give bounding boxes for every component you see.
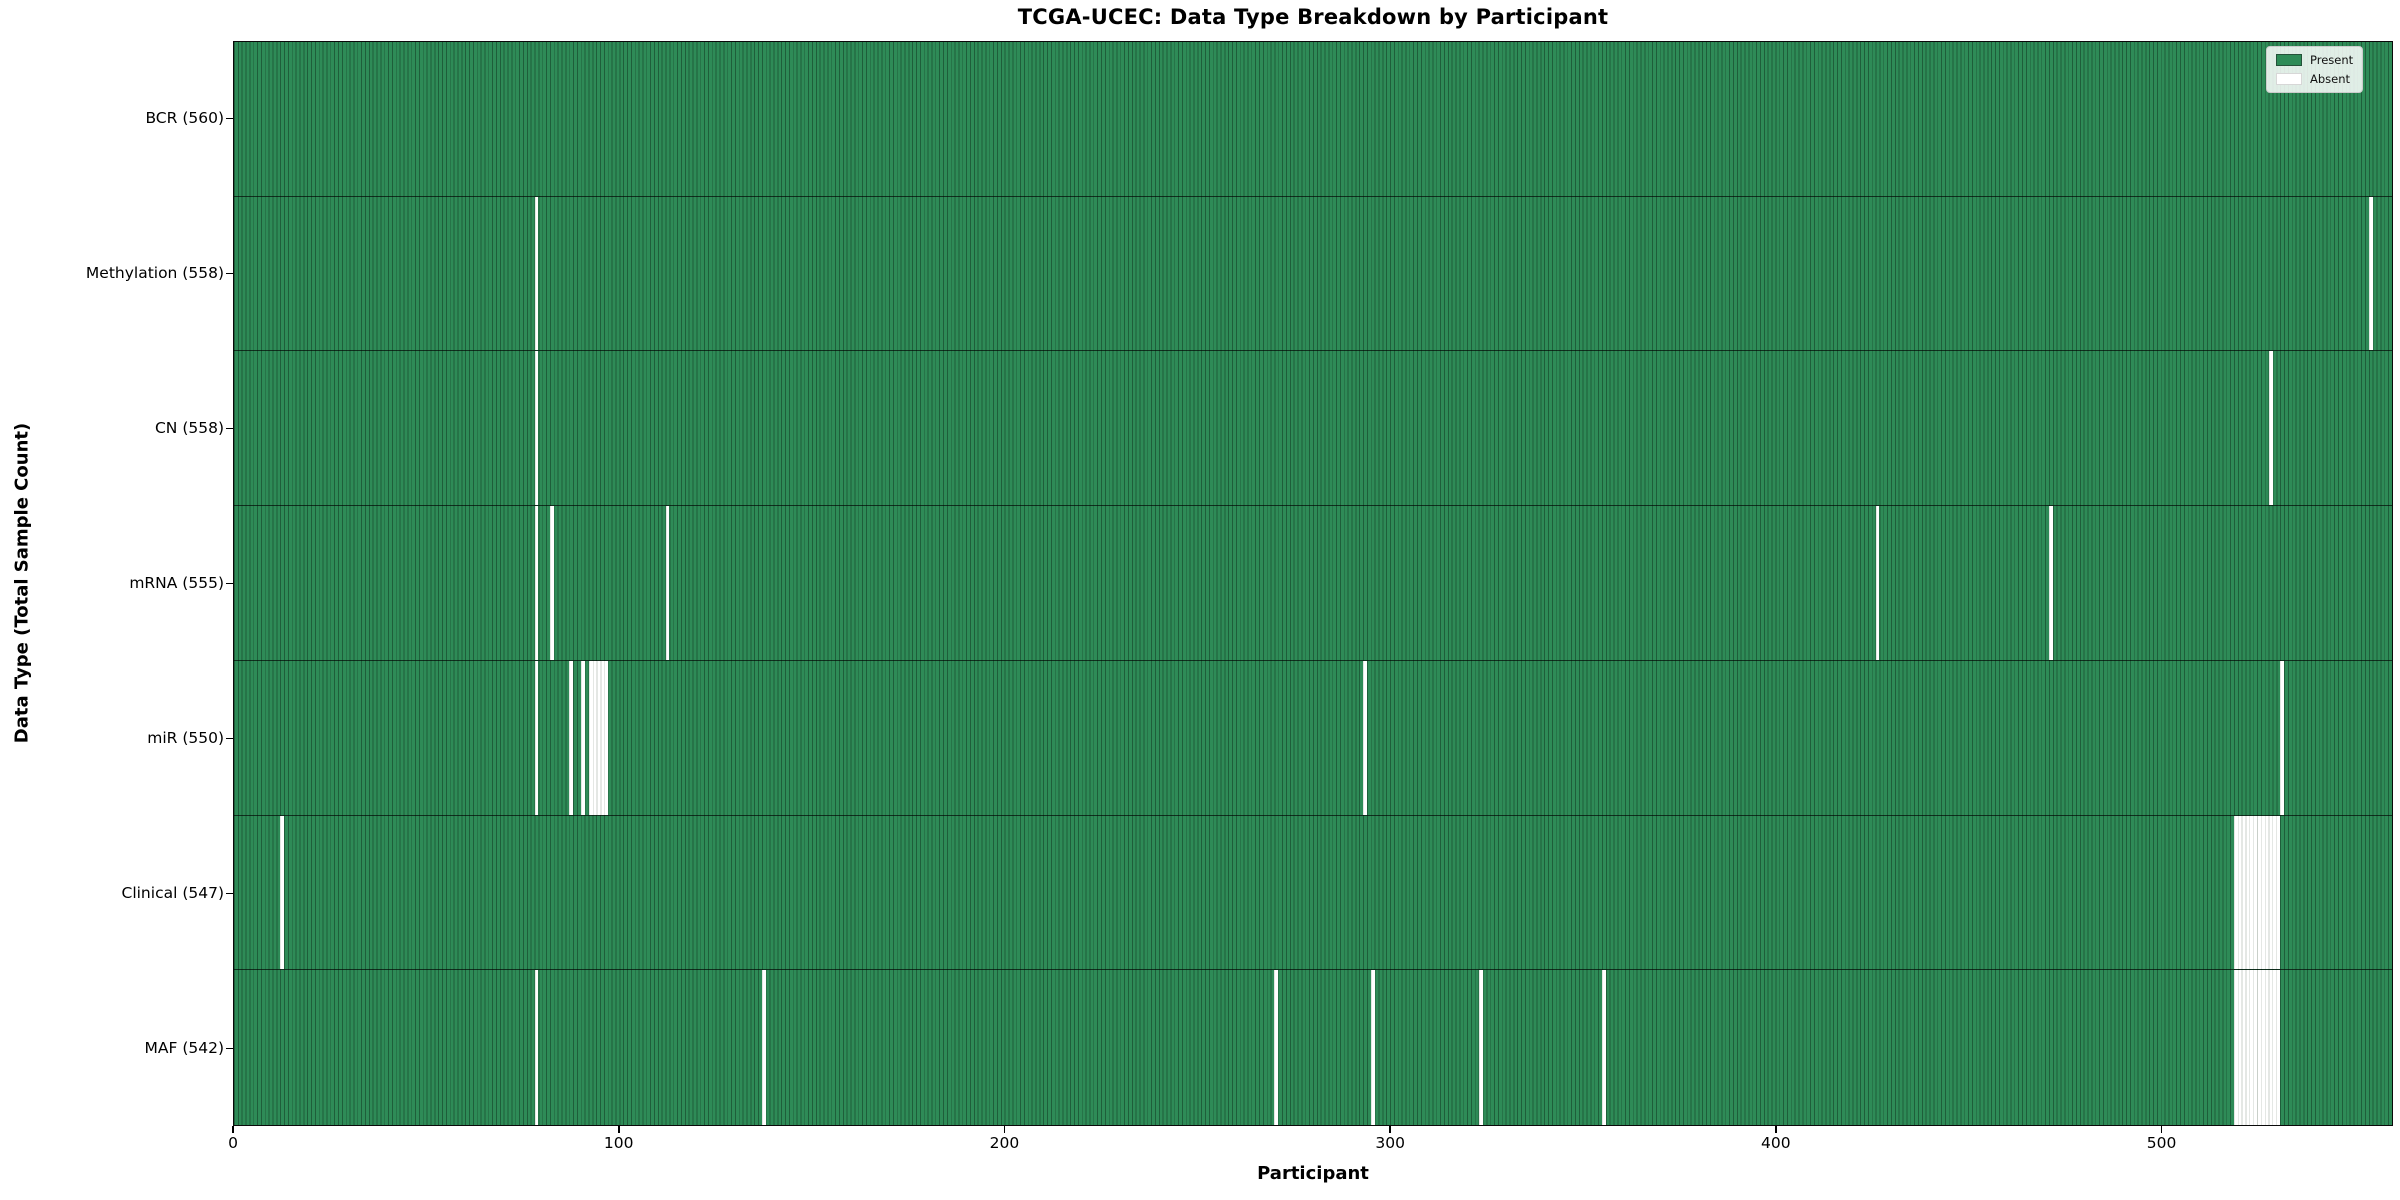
absent-run — [534, 970, 539, 1125]
absent-run — [2234, 970, 2281, 1125]
absent-run — [569, 660, 574, 815]
ytick-mark — [226, 272, 233, 275]
plot-area — [233, 41, 2393, 1126]
xtick-label-300: 300 — [1375, 1134, 1405, 1152]
xtick-mark — [1775, 1126, 1777, 1133]
presence-matrix — [234, 42, 2392, 1125]
legend: Present Absent — [2266, 46, 2364, 93]
row-Methylation — [234, 196, 2392, 352]
ytick-mark — [226, 427, 233, 430]
ytick-label-CN: CN (558) — [154, 419, 224, 437]
xtick-mark — [2160, 1126, 2163, 1133]
row-BCR — [234, 42, 2392, 197]
absent-run — [2049, 506, 2053, 660]
xtick-label-0: 0 — [228, 1134, 238, 1152]
absent-run — [1602, 970, 1606, 1125]
xtick-mark — [617, 1126, 620, 1133]
absent-run — [2368, 196, 2373, 351]
absent-run — [761, 970, 766, 1125]
xtick-mark — [232, 1126, 234, 1133]
absent-run — [534, 660, 539, 815]
ytick-mark — [226, 582, 233, 585]
row-CN — [234, 351, 2392, 507]
legend-entry-absent: Absent — [2276, 72, 2353, 86]
absent-run — [534, 506, 539, 660]
row-MAF — [234, 970, 2392, 1125]
ytick-label-miR: miR (550) — [147, 729, 224, 747]
legend-entry-present: Present — [2276, 53, 2353, 67]
row-miR — [234, 660, 2392, 816]
ytick-label-MAF: MAF (542) — [144, 1039, 225, 1057]
ytick-mark — [226, 1047, 233, 1050]
legend-swatch-present — [2276, 54, 2302, 66]
absent-run — [534, 196, 539, 351]
absent-run — [1478, 970, 1483, 1125]
absent-run — [1363, 660, 1367, 815]
xtick-label-200: 200 — [989, 1134, 1020, 1152]
absent-run — [2280, 660, 2285, 815]
y-axis-label: Data Type (Total Sample Count) — [11, 422, 33, 744]
absent-run — [588, 660, 608, 815]
xtick-label-100: 100 — [603, 1134, 634, 1152]
absent-run — [1875, 506, 1880, 660]
legend-label-absent: Absent — [2310, 72, 2351, 86]
absent-run — [549, 506, 554, 660]
absent-run — [2268, 351, 2273, 506]
ytick-mark — [226, 892, 233, 895]
xtick-label-500: 500 — [2146, 1134, 2177, 1152]
chart-title: TCGA-UCEC: Data Type Breakdown by Partic… — [1017, 5, 1609, 29]
absent-run — [280, 815, 285, 970]
xtick-mark — [1003, 1126, 1006, 1133]
ytick-label-mRNA: mRNA (555) — [129, 574, 224, 592]
ytick-mark — [226, 737, 233, 740]
absent-run — [580, 660, 585, 815]
absent-run — [534, 351, 539, 506]
row-Clinical — [234, 815, 2392, 971]
ytick-mark — [226, 117, 233, 120]
x-axis-label: Participant — [1257, 1163, 1369, 1184]
absent-run — [665, 506, 670, 660]
absent-run — [1370, 970, 1375, 1125]
ytick-label-BCR: BCR (560) — [145, 109, 224, 127]
absent-run — [1274, 970, 1279, 1125]
ytick-label-Clinical: Clinical (547) — [121, 884, 225, 902]
legend-label-present: Present — [2310, 53, 2354, 67]
xtick-label-400: 400 — [1761, 1134, 1791, 1152]
legend-swatch-absent — [2276, 73, 2302, 85]
absent-run — [2234, 815, 2281, 970]
ytick-label-Methylation: Methylation (558) — [85, 264, 224, 282]
row-mRNA — [234, 506, 2392, 661]
xtick-mark — [1389, 1126, 1391, 1133]
